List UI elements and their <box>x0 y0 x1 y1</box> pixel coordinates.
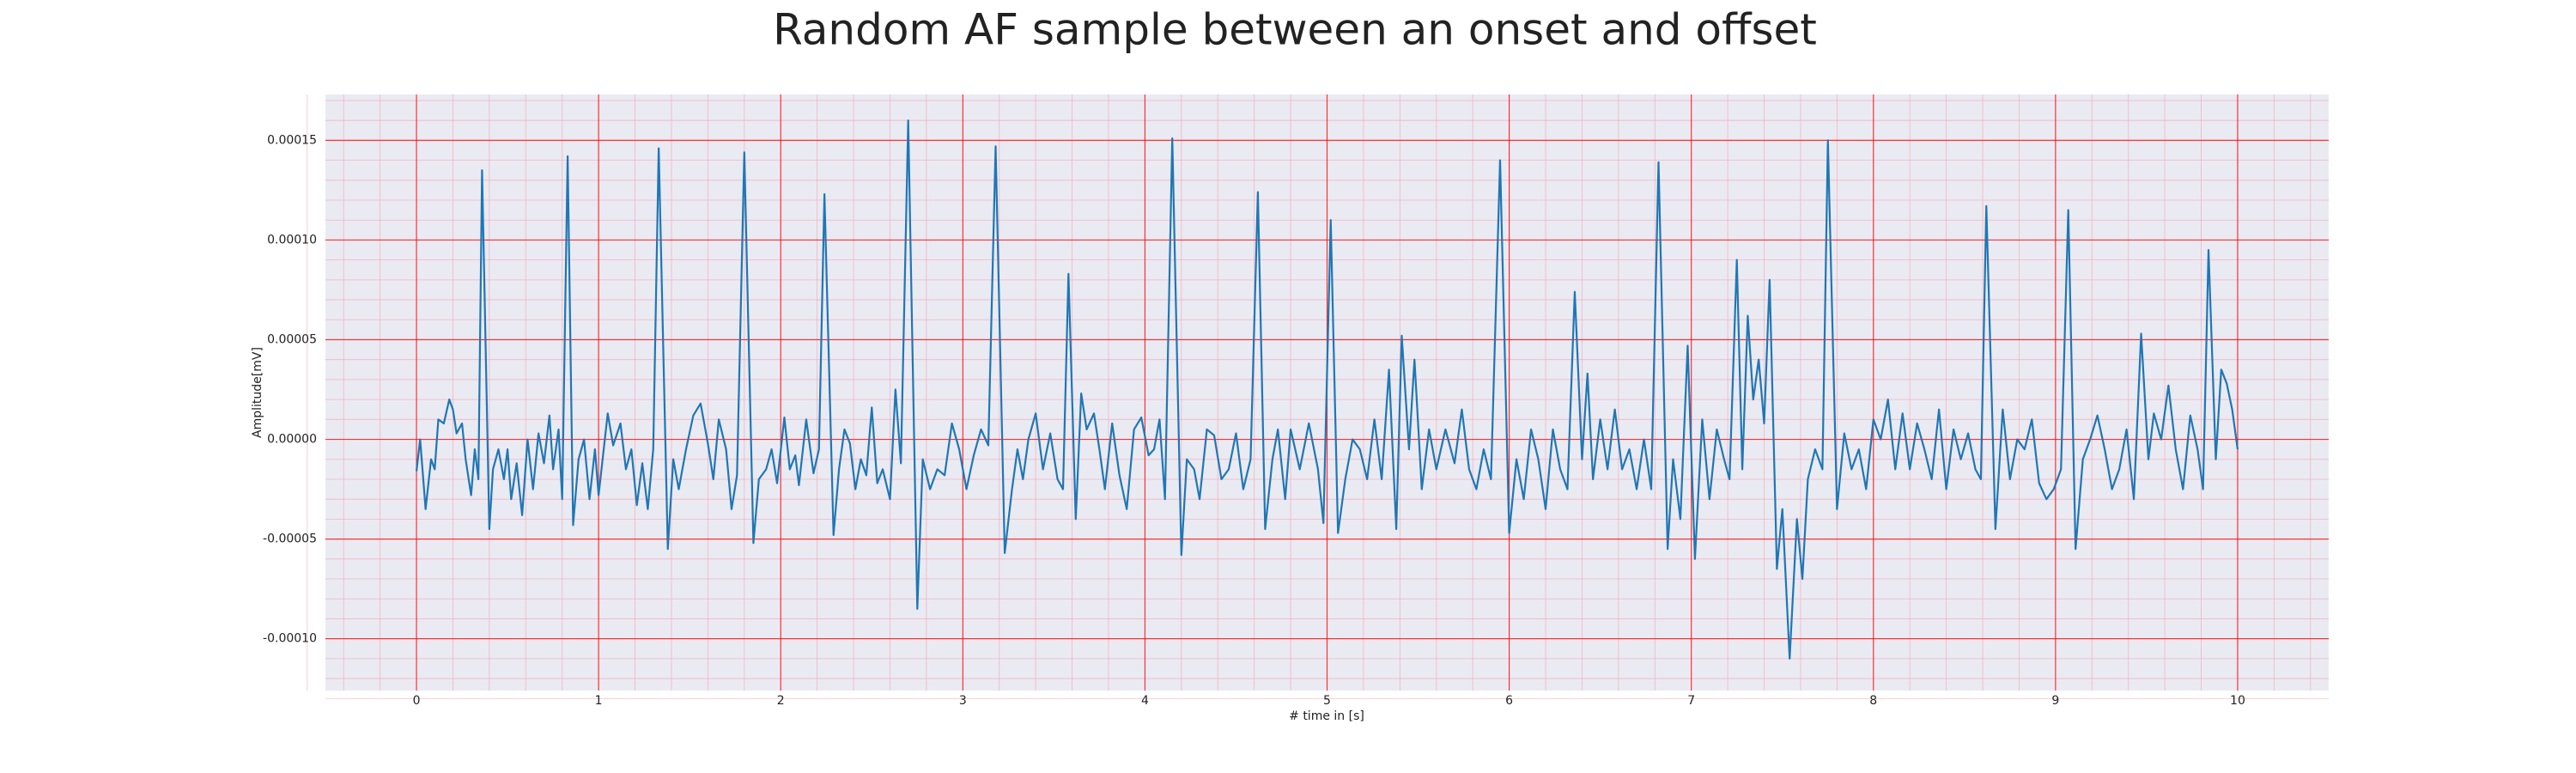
x-tick-label: 1 <box>595 694 603 708</box>
x-axis-label: # time in [s] <box>1289 709 1364 723</box>
chart-title: Random AF sample between an onset and of… <box>773 5 1817 55</box>
x-tick-label: 4 <box>1141 694 1149 708</box>
y-tick-label: 0.00015 <box>267 133 317 147</box>
x-tick-label: 10 <box>2230 694 2245 708</box>
x-tick-label: 0 <box>413 694 421 708</box>
x-tick-label: 2 <box>777 694 785 708</box>
y-tick-label: -0.00005 <box>263 533 317 546</box>
x-tick-label: 6 <box>1505 694 1513 708</box>
y-tick-label: 0.00000 <box>267 433 317 447</box>
x-tick-label: 3 <box>959 694 967 708</box>
y-tick-label: -0.00010 <box>263 632 317 646</box>
signal-line <box>415 119 2239 660</box>
x-tick-label: 5 <box>1323 694 1331 708</box>
x-tick-label: 9 <box>2051 694 2059 708</box>
x-tick-label: 8 <box>1869 694 1877 708</box>
y-tick-label: 0.00010 <box>267 233 317 247</box>
y-axis-label: Amplitude[mV] <box>251 347 264 438</box>
x-tick-label: 7 <box>1687 694 1695 708</box>
y-tick-label: 0.00005 <box>267 332 317 346</box>
